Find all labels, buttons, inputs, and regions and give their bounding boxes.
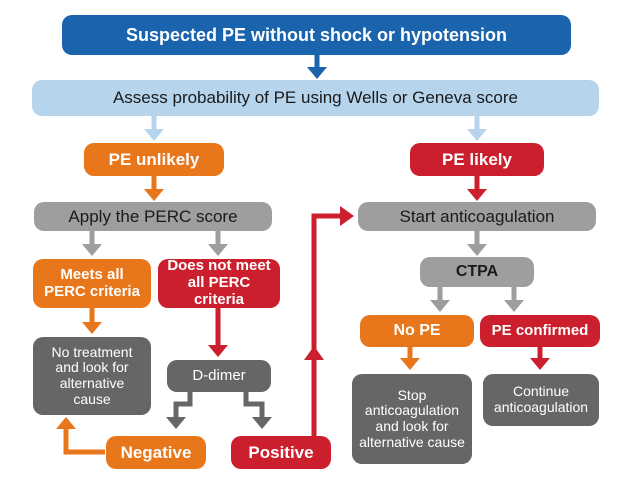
continue-anticoagulation-node: Continue anticoagulation <box>483 374 599 426</box>
arrow-perc-to-meets <box>82 231 102 256</box>
apply-perc-node: Apply the PERC score <box>34 202 272 231</box>
positive-node: Positive <box>231 436 331 469</box>
arrow-ctpa-to-pe-confirmed <box>504 287 524 312</box>
start-anticoagulation-node: Start anticoagulation <box>358 202 596 231</box>
arrow-perc-to-not-meets <box>208 231 228 256</box>
arrow-ctpa-to-no-pe <box>430 287 450 312</box>
pe-confirmed-node: PE confirmed <box>480 315 600 347</box>
negative-node: Negative <box>106 436 206 469</box>
pe-unlikely-node: PE unlikely <box>84 143 224 176</box>
arrow-anticoag-to-ctpa <box>467 231 487 256</box>
assess-node: Assess probability of PE using Wells or … <box>32 80 599 116</box>
arrow-negative-to-no-treatment <box>56 417 105 455</box>
arrow-pe-unlikely-to-perc <box>144 176 164 201</box>
arrow-d-dimer-to-positive <box>243 392 272 429</box>
arrow-title-to-assess <box>307 55 327 79</box>
arrow-pe-confirmed-to-continue <box>530 347 550 370</box>
arrow-meets-to-no-treatment <box>82 308 102 334</box>
pe-likely-node: PE likely <box>410 143 544 176</box>
d-dimer-node: D-dimer <box>167 360 271 392</box>
no-pe-node: No PE <box>360 315 474 347</box>
arrow-not-meets-to-d-dimer <box>208 308 228 357</box>
arrow-assess-to-pe-likely <box>467 116 487 141</box>
arrow-pe-likely-to-anticoag <box>467 176 487 201</box>
arrow-d-dimer-to-negative <box>166 392 193 429</box>
stop-anticoagulation-node: Stop anticoagulation and look for altern… <box>352 374 472 464</box>
arrow-positive-to-anticoag <box>304 206 354 455</box>
arrow-assess-to-pe-unlikely <box>144 116 164 141</box>
meets-perc-node: Meets all PERC criteria <box>33 259 151 308</box>
arrow-no-pe-to-stop <box>400 347 420 370</box>
ctpa-node: CTPA <box>420 257 534 287</box>
not-meets-perc-node: Does not meet all PERC criteria <box>158 257 280 308</box>
no-treatment-node: No treatment and look for alternative ca… <box>33 337 151 415</box>
title-node: Suspected PE without shock or hypotensio… <box>62 15 571 55</box>
